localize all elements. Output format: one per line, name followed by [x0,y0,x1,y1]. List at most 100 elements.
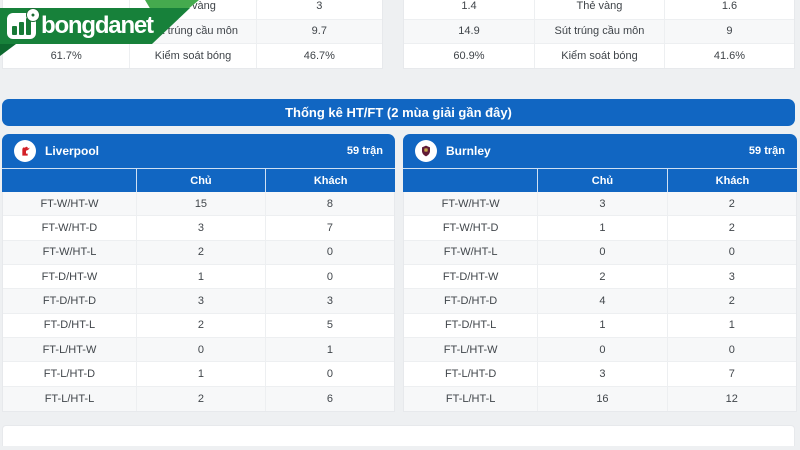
row-value: 2 [666,216,796,240]
row-label: FT-W/HT-W [441,197,500,210]
row-value: 3 [135,289,265,313]
empty-header-cell [2,169,136,192]
row-value: 4 [537,289,666,313]
section-title: Thống kê HT/FT (2 mùa giải gần đây) [2,99,795,126]
table-row: 60.9% Kiểm soát bóng 41.6% [404,43,794,68]
team-header-liverpool: Liverpool 59 trận [2,134,395,168]
row-label: FT-L/HT-L [445,392,496,405]
row-label: FT-L/HT-D [43,368,96,381]
row-value: 0 [264,240,394,265]
team-panel-burnley: Burnley 59 trận Chủ Khách FT-W/HT-W 3 2 FT-… [403,134,797,413]
row-value: 1 [537,216,666,240]
row-label: Thẻ vàng [533,0,664,19]
row-value: 3 [264,289,394,313]
match-count: 59 trận [748,145,785,157]
row-label: FT-D/HT-L [43,319,96,332]
row-label: FT-L/HT-W [443,343,498,356]
row-value: 0 [264,362,394,386]
row-label: FT-D/HT-D [444,295,498,308]
row-value: 15 [135,192,265,216]
row-value: 5 [264,313,394,338]
team-header-burnley: Burnley 59 trận [403,134,797,168]
row-value: 3 [135,216,265,240]
next-section-card-edge [2,425,795,446]
row-value: 0 [537,338,666,362]
row-value: 8 [264,192,394,216]
away-column-header: Khách [265,169,395,192]
top-stats-table-right: 1.4 Thẻ vàng 1.6 14.9 Sút trúng cầu môn 9 60.9… [403,0,795,69]
row-value: 6 [264,386,394,412]
row-value: 3 [537,362,666,386]
row-value: 7 [666,362,796,386]
table-column-header: Chủ Khách [403,168,797,192]
ht-ft-table-liverpool: FT-W/HT-W 15 8 FT-W/HT-D 3 7 FT-W/HT-L 2 0 FT-D/H… [2,192,395,413]
row-label: Kiểm soát bóng [129,44,255,68]
row-label: FT-W/HT-W [40,197,99,210]
row-value: 14.9 [458,25,480,38]
table-row: FT-D/HT-D 3 3 [3,289,394,314]
row-value: 3 [666,265,796,289]
row-value: 0 [666,338,796,362]
liverpool-crest-icon [14,140,36,162]
table-row: FT-L/HT-D 3 7 [404,362,796,387]
row-value: 3 [255,0,382,19]
team-name: Burnley [446,144,491,158]
row-value: 2 [135,386,265,412]
row-label: FT-W/HT-D [442,222,499,235]
ribbon-fold [0,44,16,56]
row-label: FT-W/HT-L [443,246,498,259]
row-value: 1 [537,313,666,338]
row-value: 0 [264,265,394,289]
row-label: FT-L/HT-L [44,392,95,405]
table-row: FT-D/HT-D 4 2 [404,289,796,314]
row-value: 16 [537,386,666,412]
brand-name: bongdanet [41,12,154,39]
row-label: Kiểm soát bóng [533,44,664,68]
table-row: FT-W/HT-W 15 8 [3,192,394,217]
row-value: 1.4 [461,0,477,13]
row-value: 2 [666,289,796,313]
row-value: 7 [264,216,394,240]
row-value: 1.6 [663,0,794,19]
empty-header-cell [403,169,537,192]
team-panel-liverpool: Liverpool 59 trận Chủ Khách FT-W/HT-W 15 8… [2,134,395,413]
table-row: FT-D/HT-W 1 0 [3,265,394,290]
table-row: FT-D/HT-L 2 5 [3,313,394,339]
row-value: 61.7% [50,49,82,62]
table-row: Sút trúng cầu môn 9.7 [3,18,382,43]
table-row: FT-W/HT-D 3 7 [3,216,394,241]
row-label: FT-D/HT-L [444,319,497,332]
table-row: FT-W/HT-L 0 0 [404,240,796,266]
row-label: FT-D/HT-D [42,295,97,308]
row-value: 12 [666,386,796,412]
row-label: FT-D/HT-W [442,270,499,283]
table-row: FT-D/HT-W 2 3 [404,265,796,290]
row-value: 60.9% [453,49,485,62]
row-value: 1 [264,338,394,362]
table-row: FT-D/HT-L 1 1 [404,313,796,339]
team-name: Liverpool [45,144,100,158]
row-value: 1 [135,362,265,386]
row-value: 2 [135,313,265,338]
row-value: 41.6% [663,44,794,68]
row-label: FT-D/HT-W [41,270,98,283]
brand-logo[interactable]: ● bongdanet [0,0,210,60]
row-value: 9.7 [255,19,382,43]
row-label: Sút trúng cầu môn [533,19,664,43]
top-stats-table-left: Thẻ vàng 3 Sút trúng cầu môn 9.7 61.7% Kiểm s… [2,0,383,69]
match-count: 59 trận [346,145,383,157]
table-row: FT-L/HT-D 1 0 [3,362,394,387]
row-value: 0 [537,240,666,265]
table-row: FT-L/HT-L 2 6 [3,386,394,412]
row-label: FT-W/HT-L [42,246,97,259]
table-row: 1.4 Thẻ vàng 1.6 [404,0,794,19]
row-value: 1 [666,313,796,338]
row-value: 9 [663,19,794,43]
table-row: FT-L/HT-W 0 0 [404,338,796,363]
row-value: 46.7% [255,44,382,68]
table-row: 61.7% Kiểm soát bóng 46.7% [3,43,382,68]
table-row: FT-W/HT-L 2 0 [3,240,394,266]
table-row: FT-W/HT-W 3 2 [404,192,796,217]
soccer-ball-icon: ● [26,8,40,22]
row-value: 2 [135,240,265,265]
